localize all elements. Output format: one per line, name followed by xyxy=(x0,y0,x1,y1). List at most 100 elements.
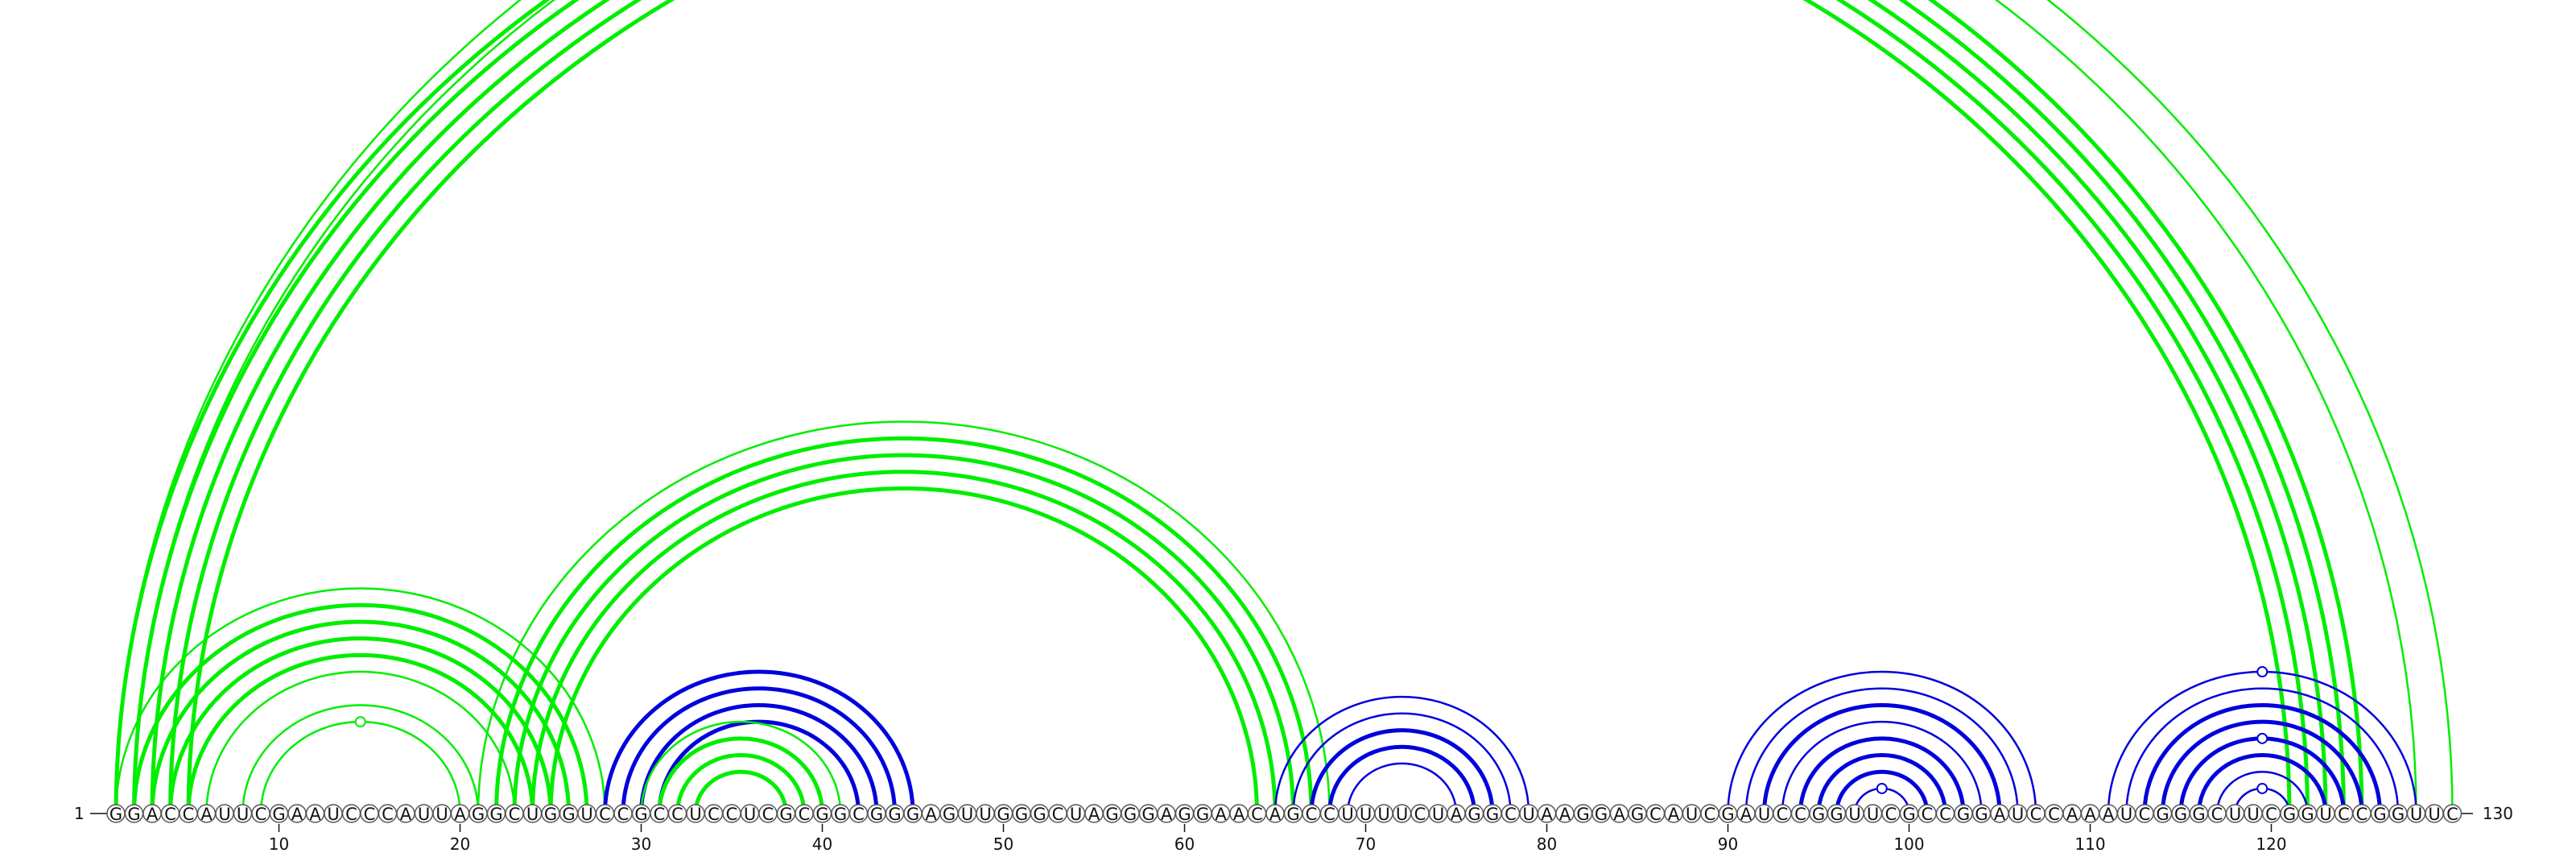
nucleotide: A xyxy=(2062,804,2082,824)
nucleotide: C xyxy=(1048,804,1067,824)
nucleotide-letter: A xyxy=(1088,805,1100,824)
nucleotide-letter: U xyxy=(744,805,756,824)
arc-65-79 xyxy=(1274,695,1530,814)
nucleotide: G xyxy=(1628,804,1647,824)
nucleotide-letter: C xyxy=(509,805,521,824)
nucleotide-letter: U xyxy=(2229,805,2241,824)
nucleotide-letter: G xyxy=(2373,805,2386,824)
nucleotide-letter: G xyxy=(2283,805,2296,824)
nucleotide-letter: G xyxy=(127,805,140,824)
nucleotide: A xyxy=(450,804,470,824)
arc-4-25 xyxy=(168,636,553,814)
nucleotide: G xyxy=(1102,804,1122,824)
nucleotide-letter: G xyxy=(888,805,901,824)
nucleotide-letter: G xyxy=(1486,805,1499,824)
nucleotide-letter: A xyxy=(309,805,321,824)
tick-label-20: 20 xyxy=(450,834,470,854)
nucleotide-letter: G xyxy=(2392,805,2405,824)
nucleotide: G xyxy=(1573,804,1593,824)
nucleotide-letter: C xyxy=(671,805,683,824)
nucleotide: C xyxy=(2044,804,2064,824)
nucleotide-letter: G xyxy=(1975,805,1988,824)
nucleotide: G xyxy=(1718,804,1738,824)
nucleotide: U xyxy=(2008,804,2028,824)
nucleotide: C xyxy=(360,804,379,824)
nucleotide: C xyxy=(1881,804,1901,824)
arc-1-125 xyxy=(114,0,2364,814)
arc-2-128 xyxy=(133,0,2417,814)
nucleotide: G xyxy=(903,804,923,824)
nucleotide-letter: A xyxy=(2084,805,2096,824)
nucleotide: G xyxy=(1809,804,1828,824)
nucleotide-letter: G xyxy=(109,805,122,824)
nucleotide-letter: C xyxy=(1704,805,1716,824)
nucleotide-letter: A xyxy=(925,805,937,824)
nucleotide: C xyxy=(704,804,724,824)
nucleotide: A xyxy=(196,804,217,824)
nucleotide: G xyxy=(1483,804,1502,824)
nucleotide: G xyxy=(1030,804,1050,824)
nucleotide-letter: C xyxy=(852,805,865,824)
nucleotide-letter: G xyxy=(943,805,956,824)
nucleotide: G xyxy=(2189,804,2209,824)
nucleotide-letter: U xyxy=(436,805,448,824)
nucleotide: G xyxy=(106,804,126,824)
nucleotide: G xyxy=(1954,804,1973,824)
nucleotide: U xyxy=(1754,804,1774,824)
arc-6-23 xyxy=(205,670,516,814)
nucleotide-letter: C xyxy=(1777,805,1789,824)
nucleotide: C xyxy=(1773,804,1792,824)
nucleotide-letter: G xyxy=(489,805,502,824)
nucleotide-letter: U xyxy=(1848,805,1860,824)
nucleotide-letter: U xyxy=(1432,805,1444,824)
nucleotide-letter: C xyxy=(599,805,611,824)
nucleotide-letter: A xyxy=(1215,805,1227,824)
nucleotide-letter: C xyxy=(726,805,738,824)
nucleotide-letter: A xyxy=(1994,805,2006,824)
nucleotide-letter: U xyxy=(327,805,339,824)
nucleotide-letter: U xyxy=(237,805,249,824)
nucleotide-letter: A xyxy=(2066,805,2079,824)
nucleotide: G xyxy=(469,804,488,824)
nucleotide-letter: G xyxy=(2174,805,2187,824)
nucleotide-letter: A xyxy=(1740,805,1752,824)
nucleotide: G xyxy=(1591,804,1611,824)
nucleotide: G xyxy=(1971,804,1992,824)
arc-95-102 xyxy=(1816,753,1947,814)
arc-93-104 xyxy=(1781,720,1983,814)
nucleotide-letter: C xyxy=(1649,805,1662,824)
nucleotide: U xyxy=(2225,804,2245,824)
arc-4-122 xyxy=(168,0,2310,814)
nucleotide-letter: C xyxy=(1939,805,1951,824)
nucleotide: G xyxy=(541,804,560,824)
arc-21-68 xyxy=(477,420,1331,814)
nucleotide: A xyxy=(2099,804,2118,824)
nucleotide: U xyxy=(2116,804,2136,824)
nucleotide-letter: U xyxy=(2410,805,2422,824)
nucleotide-letter: C xyxy=(2338,805,2350,824)
arc-29-44 xyxy=(621,686,897,814)
nucleotide-letter: C xyxy=(2265,805,2277,824)
nucleotide-letter: C xyxy=(164,805,176,824)
nucleotide-letter: G xyxy=(815,805,828,824)
arc-marker-115-124 xyxy=(2256,732,2268,744)
nucleotide-letter: G xyxy=(2301,805,2314,824)
tick-label-80: 80 xyxy=(1537,834,1557,854)
nucleotide-letter: U xyxy=(1377,805,1389,824)
arc-5-24 xyxy=(186,652,535,814)
nucleotide: G xyxy=(831,804,850,824)
nucleotide: C xyxy=(2334,804,2354,824)
nucleotide-letter: C xyxy=(255,805,267,824)
nucleotide-letter: U xyxy=(689,805,701,824)
nucleotide-letter: U xyxy=(1396,805,1408,824)
arc-31-40 xyxy=(657,736,824,814)
nucleotide: G xyxy=(2171,804,2190,824)
arc-32-39 xyxy=(675,753,807,814)
nucleotide-letter: C xyxy=(382,805,394,824)
nucleotide-letter: G xyxy=(272,805,285,824)
tick-label-30: 30 xyxy=(631,834,651,854)
nucleotide: C xyxy=(2442,804,2462,824)
nucleotide: C xyxy=(1319,804,1340,824)
nucleotide: G xyxy=(559,804,579,824)
nucleotide-letter: U xyxy=(2247,805,2259,824)
